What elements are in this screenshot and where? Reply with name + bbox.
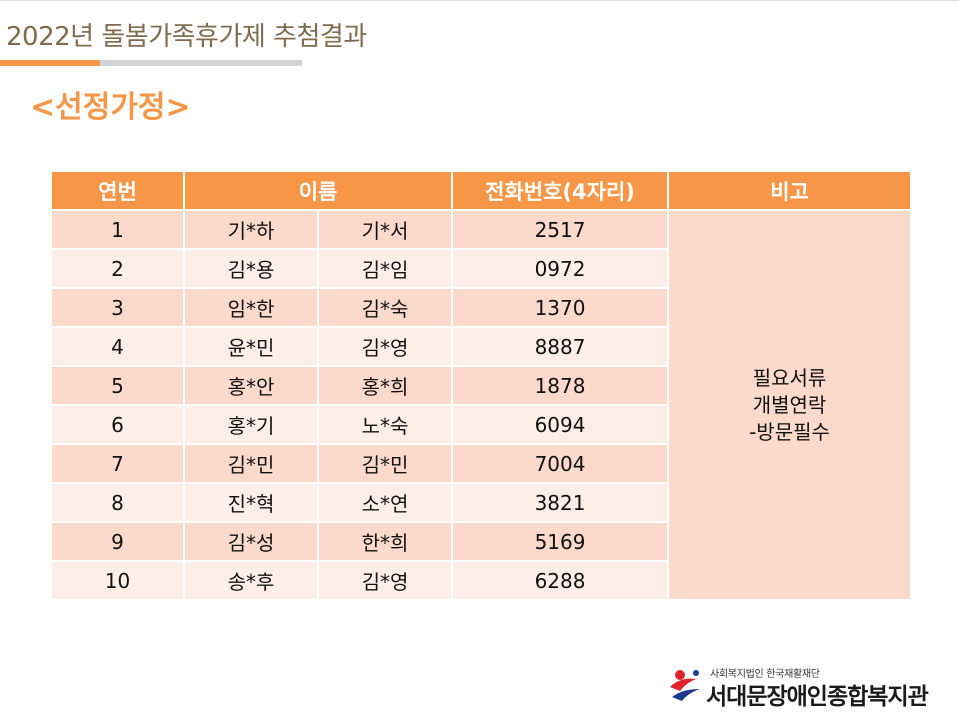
row-number: 3 — [50, 287, 185, 328]
row-phone: 0972 — [451, 248, 670, 289]
row-number: 9 — [50, 521, 185, 562]
note-line-contact: 개별연락 — [752, 392, 827, 417]
top-border-line — [0, 0, 959, 1]
row-name-1: 기*하 — [183, 209, 319, 250]
row-number: 4 — [50, 326, 185, 367]
header-note: 비고 — [667, 170, 913, 211]
row-name-1: 송*후 — [183, 560, 319, 601]
row-phone: 1370 — [451, 287, 670, 328]
logo-organization-name: 서대문장애인종합복지관 — [706, 684, 929, 710]
table-row: 8 진*혁 소*연 3821 — [50, 482, 911, 523]
row-name-2: 김*임 — [316, 248, 454, 289]
table-row: 2 김*용 김*임 0972 — [50, 248, 911, 289]
title-underline — [0, 60, 302, 66]
row-name-1: 진*혁 — [183, 482, 319, 523]
row-name-2: 김*숙 — [316, 287, 454, 328]
row-name-1: 홍*안 — [183, 365, 319, 406]
row-name-2: 김*영 — [316, 560, 454, 601]
row-name-1: 홍*기 — [183, 404, 319, 445]
results-table: 연번 이름 전화번호(4자리) 비고 1 기*하 기*서 2517 필요서류 개… — [50, 170, 913, 601]
row-name-2: 김*민 — [316, 443, 454, 484]
row-name-2: 소*연 — [316, 482, 454, 523]
row-phone: 7004 — [451, 443, 670, 484]
row-name-1: 윤*민 — [183, 326, 319, 367]
row-name-1: 임*한 — [183, 287, 319, 328]
row-name-1: 김*용 — [183, 248, 319, 289]
table-row: 3 임*한 김*숙 1370 — [50, 287, 911, 328]
row-name-2: 기*서 — [316, 209, 454, 250]
row-phone: 2517 — [451, 209, 670, 250]
table-row: 1 기*하 기*서 2517 필요서류 개별연락 -방문필수 — [50, 209, 913, 601]
row-number: 8 — [50, 482, 185, 523]
header-name: 이름 — [182, 170, 454, 211]
table-row: 7 김*민 김*민 7004 — [50, 443, 911, 484]
row-name-2: 홍*희 — [316, 365, 454, 406]
row-phone: 3821 — [451, 482, 670, 523]
row-name-1: 김*민 — [183, 443, 319, 484]
table-row: 9 김*성 한*희 5169 — [50, 521, 911, 562]
row-number: 2 — [50, 248, 185, 289]
row-number: 5 — [50, 365, 185, 406]
section-subtitle: <선정가정> — [30, 90, 191, 125]
organization-logo-icon — [670, 670, 700, 701]
row-name-2: 김*영 — [316, 326, 454, 367]
row-phone: 8887 — [451, 326, 670, 367]
table-row: 6 홍*기 노*숙 6094 — [50, 404, 911, 445]
title-underline-accent — [0, 60, 100, 66]
table-row: 10 송*후 김*영 6288 — [50, 560, 911, 601]
row-name-2: 노*숙 — [316, 404, 454, 445]
row-phone: 6094 — [451, 404, 670, 445]
row-number: 6 — [50, 404, 185, 445]
table-header-row: 연번 이름 전화번호(4자리) 비고 — [50, 170, 913, 211]
row-phone: 5169 — [451, 521, 670, 562]
row-number: 7 — [50, 443, 185, 484]
note-line-visit: -방문필수 — [749, 419, 830, 444]
row-name-2: 한*희 — [316, 521, 454, 562]
page-title: 2022년 돌봄가족휴가제 추첨결과 — [6, 22, 367, 52]
header-number: 연번 — [50, 170, 185, 211]
table-row: 5 홍*안 홍*희 1878 — [50, 365, 911, 406]
logo-foundation-text: 사회복지법인 한국재활재단 — [710, 669, 820, 680]
note-cell: 필요서류 개별연락 -방문필수 — [667, 209, 913, 601]
row-number: 10 — [50, 560, 185, 601]
header-phone: 전화번호(4자리) — [451, 170, 670, 211]
organization-logo: 사회복지법인 한국재활재단 서대문장애인종합복지관 — [666, 663, 956, 710]
row-phone: 1878 — [451, 365, 670, 406]
row-phone: 6288 — [451, 560, 670, 601]
note-line-documents: 필요서류 — [752, 365, 827, 390]
row-number: 1 — [50, 209, 185, 250]
row-name-1: 김*성 — [183, 521, 319, 562]
table-row: 4 윤*민 김*영 8887 — [50, 326, 911, 367]
